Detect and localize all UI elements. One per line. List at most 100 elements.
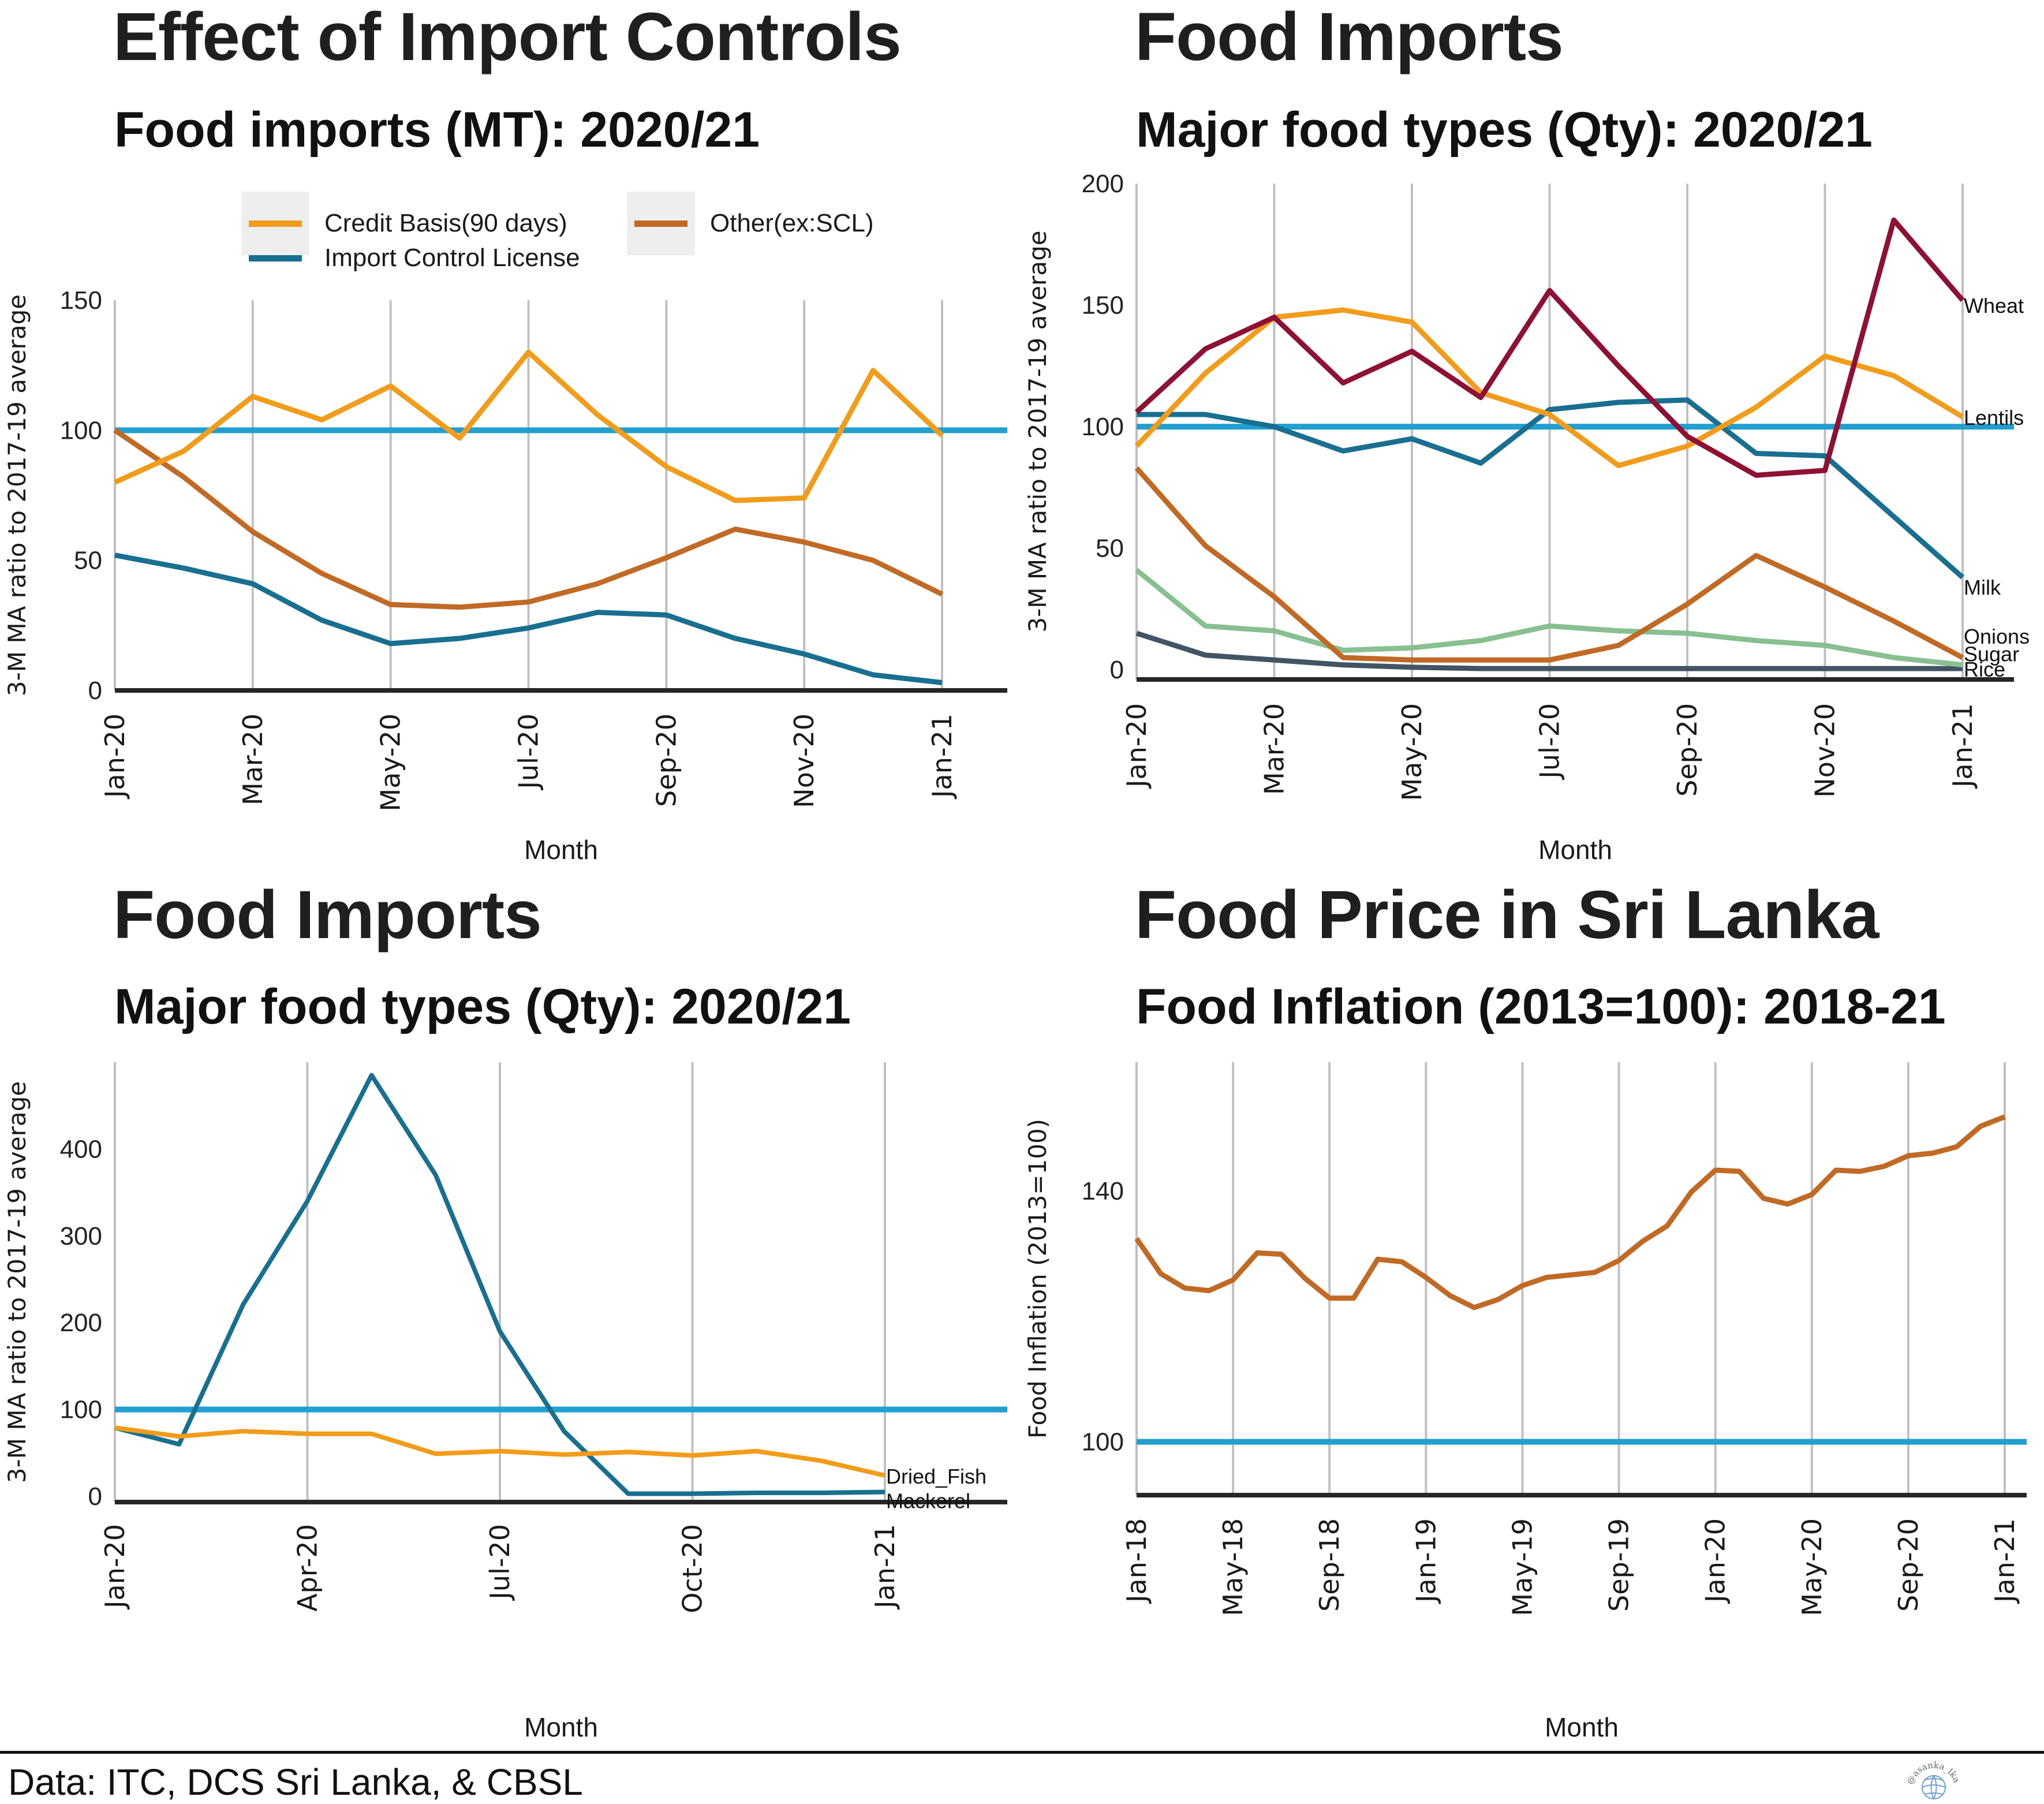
series-line-other-ex-scl[interactable] — [113, 428, 943, 610]
y-axis-title: Food Inflation (2013=100) — [1023, 1119, 1052, 1439]
x-tick-label-jan-19: Jan-19 — [1410, 1518, 1441, 1604]
y-axis-title: 3-M MA ratio to 2017-19 average — [3, 1081, 31, 1483]
x-tick-label-jan-21: Jan-21 — [1989, 1518, 2020, 1604]
y-tick-label-300: 300 — [60, 1222, 102, 1250]
x-tick-label-nov-20: Nov-20 — [1810, 703, 1841, 798]
panel-title-food-price: Food Price in Sri Lanka — [1135, 877, 1879, 953]
x-tick-label-jan-20: Jan-20 — [99, 1524, 130, 1610]
footer-divider — [0, 1751, 2044, 1754]
x-axis: Jan-20 Apr-20 Jul-20 Oct-20 Jan-21 — [99, 1524, 900, 1613]
y-tick-label-200: 200 — [60, 1309, 102, 1337]
series-line-onions[interactable] — [1134, 466, 1964, 663]
end-label-rice: Rice — [1964, 658, 2005, 681]
legend-label-import-control-license: Import Control License — [324, 244, 580, 272]
y-tick-label-150: 150 — [60, 286, 102, 315]
series-line-dried-fish[interactable] — [114, 1425, 885, 1478]
y-tick-label-100: 100 — [1082, 1428, 1124, 1456]
series-line-rice[interactable] — [1135, 630, 1963, 671]
x-tick-label-sep-19: Sep-19 — [1604, 1518, 1635, 1612]
x-tick-label-mar-20: Mar-20 — [237, 714, 268, 805]
x-tick-label-jan-20: Jan-20 — [1700, 1518, 1731, 1604]
legend-key — [627, 192, 695, 255]
y-tick-label-200: 200 — [1082, 170, 1124, 198]
series-line-food-inflation[interactable] — [1134, 1114, 2006, 1310]
y-axis: 100 140 — [1082, 1177, 1124, 1456]
watermark-handle: @asanka_lka — [1905, 1760, 1963, 1786]
x-tick-label-jul-20: Jul-20 — [1534, 703, 1565, 780]
y-tick-label-100: 100 — [1082, 413, 1124, 441]
y-tick-label-0: 0 — [88, 1482, 102, 1511]
series-line-mackerel[interactable] — [114, 1073, 885, 1496]
y-axis: 0 50 100 150 200 — [1082, 170, 1124, 684]
gridlines — [1135, 184, 1964, 679]
legend-item-credit-basis: Credit Basis(90 days) — [241, 192, 567, 255]
x-tick-label-may-20: May-20 — [375, 714, 406, 811]
watermark-globe-icon: @asanka_lka — [1902, 1755, 1965, 1801]
y-tick-label-0: 0 — [88, 677, 102, 705]
y-tick-label-140: 140 — [1082, 1177, 1124, 1205]
panel-subtitle-food-types-fish: Major food types (Qty): 2020/21 — [114, 979, 851, 1034]
x-tick-label-jan-20: Jan-20 — [99, 714, 130, 800]
series-line-sugar[interactable] — [1135, 568, 1963, 668]
x-tick-label-nov-20: Nov-20 — [789, 714, 820, 808]
x-tick-label-jan-20: Jan-20 — [1121, 703, 1152, 789]
x-tick-label-may-20: May-20 — [1796, 1518, 1828, 1616]
panel-title-food-types-fish: Food Imports — [113, 877, 542, 953]
legend-label-credit-basis: Credit Basis(90 days) — [324, 209, 567, 237]
panel-subtitle-import-controls: Food imports (MT): 2020/21 — [114, 102, 760, 158]
legend-swatch-credit-basis — [249, 220, 302, 227]
x-axis: Jan-20 Mar-20 May-20 Jul-20 Sep-20 Nov-20 Jan-… — [1121, 703, 1978, 801]
series-line-import-control-license[interactable] — [114, 552, 943, 685]
series-line-milk[interactable] — [1137, 397, 1964, 580]
data-source-note: Data: ITC, DCS Sri Lanka, & CBSL — [8, 1761, 583, 1803]
panel-title-import-controls: Effect of Import Controls — [113, 0, 902, 75]
x-tick-label-sep-20: Sep-20 — [1893, 1518, 1924, 1612]
x-tick-label-may-20: May-20 — [1396, 703, 1428, 801]
series-group — [1134, 217, 1965, 671]
legend-swatch-other — [634, 220, 687, 227]
x-axis: Jan-18 May-18 Sep-18 Jan-19 May-19 Sep-19 Jan-… — [1121, 1518, 2020, 1616]
series-line-credit-basis-90-days[interactable] — [114, 349, 944, 503]
y-tick-label-50: 50 — [74, 547, 102, 575]
x-tick-label-mar-20: Mar-20 — [1259, 703, 1290, 795]
end-label-onions: Onions — [1964, 625, 2030, 648]
y-tick-label-400: 400 — [60, 1135, 102, 1163]
y-axis-title: 3-M MA ratio to 2017-19 average — [3, 294, 31, 696]
end-label-dried-fish: Dried_Fish — [886, 1465, 986, 1488]
series-group — [113, 349, 944, 685]
y-axis-title: 3-M MA ratio to 2017-19 average — [1023, 230, 1052, 632]
x-axis-title: Month — [1538, 835, 1612, 865]
end-label-wheat: Wheat — [1964, 294, 2024, 318]
x-tick-label-may-18: May-18 — [1217, 1518, 1249, 1616]
x-tick-label-oct-20: Oct-20 — [677, 1524, 708, 1613]
legend-swatch-import-control-license — [249, 255, 302, 262]
panel-subtitle-food-types-major: Major food types (Qty): 2020/21 — [1136, 102, 1873, 158]
end-label-mackerel: Mackerel — [886, 1489, 970, 1512]
panel-subtitle-food-price: Food Inflation (2013=100): 2018-21 — [1136, 979, 1946, 1034]
x-axis-title: Month — [524, 835, 598, 865]
gridlines — [1135, 1062, 2006, 1495]
x-tick-label-jul-20: Jul-20 — [513, 714, 544, 791]
legend-key — [241, 226, 309, 290]
y-tick-label-150: 150 — [1082, 292, 1124, 320]
y-axis: 0 50 100 150 — [60, 286, 102, 705]
series-line-wheat[interactable] — [1134, 217, 1965, 478]
legend-label-other: Other(ex:SCL) — [710, 209, 874, 237]
x-axis-title: Month — [1545, 1712, 1619, 1742]
series-group — [1134, 1114, 2006, 1310]
x-tick-label-sep-18: Sep-18 — [1314, 1518, 1345, 1612]
x-tick-label-sep-20: Sep-20 — [1672, 703, 1703, 797]
x-tick-label-apr-20: Apr-20 — [292, 1524, 323, 1612]
series-group — [114, 1073, 885, 1496]
y-axis: 0 100 200 300 400 — [60, 1135, 102, 1511]
y-tick-label-50: 50 — [1096, 535, 1124, 563]
x-axis-title: Month — [524, 1712, 598, 1742]
x-axis: Jan-20 Mar-20 May-20 Jul-20 Sep-20 Nov-20 Jan-… — [99, 714, 958, 811]
x-tick-label-jan-21: Jan-21 — [1947, 703, 1978, 789]
x-tick-label-jul-20: Jul-20 — [484, 1524, 515, 1601]
